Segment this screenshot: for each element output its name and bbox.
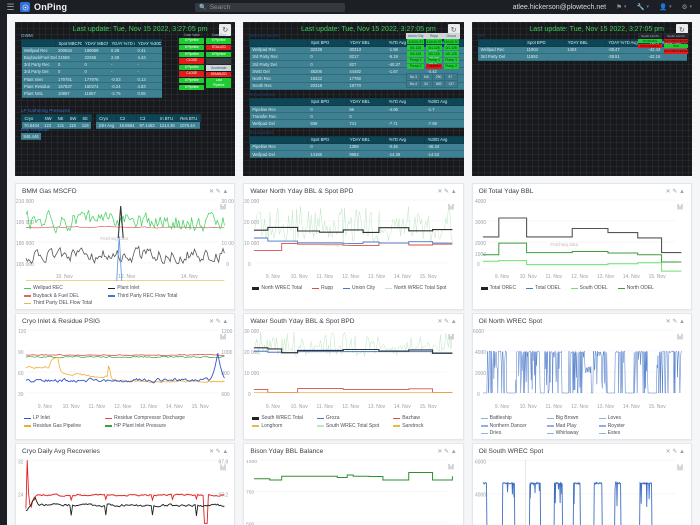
- svg-text:30 000: 30 000: [221, 199, 234, 205]
- svg-text:20 000: 20 000: [244, 220, 259, 226]
- svg-text:15. Nov: 15. Nov: [648, 274, 666, 280]
- svg-text:Fetching data: Fetching data: [322, 242, 350, 247]
- svg-text:11. Nov: 11. Nov: [88, 404, 105, 410]
- svg-text:14. Nov: 14. Nov: [394, 274, 412, 280]
- svg-text:9. Nov: 9. Nov: [38, 404, 53, 410]
- svg-text:6000: 6000: [475, 459, 486, 465]
- svg-text:15. Nov: 15. Nov: [420, 404, 438, 410]
- svg-text:11. Nov: 11. Nov: [545, 404, 562, 410]
- svg-text:0: 0: [248, 392, 251, 398]
- svg-text:14. Nov: 14. Nov: [623, 274, 641, 280]
- svg-text:10. Nov: 10. Nov: [291, 274, 309, 280]
- svg-text:9. Nov: 9. Nov: [266, 404, 281, 410]
- svg-text:10. Nov: 10. Nov: [63, 404, 81, 410]
- svg-text:12. Nov: 12. Nov: [571, 404, 589, 410]
- svg-text:10 000: 10 000: [244, 371, 259, 377]
- svg-text:10. Nov: 10. Nov: [291, 404, 309, 410]
- svg-text:210 000: 210 000: [16, 199, 34, 205]
- svg-text:500: 500: [246, 521, 255, 525]
- svg-text:4000: 4000: [475, 492, 486, 498]
- svg-text:30: 30: [18, 392, 24, 398]
- svg-text:12. Nov: 12. Nov: [343, 404, 361, 410]
- svg-text:24: 24: [18, 492, 24, 498]
- svg-text:13. Nov: 13. Nov: [368, 274, 386, 280]
- svg-text:13. Nov: 13. Nov: [597, 274, 615, 280]
- svg-text:15. Nov: 15. Nov: [420, 274, 438, 280]
- svg-text:13. Nov: 13. Nov: [597, 404, 615, 410]
- svg-text:14. Nov: 14. Nov: [166, 404, 184, 410]
- svg-text:12. Nov: 12. Nov: [343, 274, 361, 280]
- svg-text:0: 0: [477, 262, 480, 268]
- svg-text:90: 90: [18, 350, 24, 356]
- svg-text:Fetching data: Fetching data: [100, 236, 128, 241]
- svg-text:30 000: 30 000: [244, 329, 259, 335]
- svg-text:14. Nov: 14. Nov: [394, 404, 412, 410]
- svg-text:4000: 4000: [475, 350, 486, 356]
- svg-text:1200: 1200: [221, 329, 232, 335]
- svg-text:12. Nov: 12. Nov: [114, 404, 132, 410]
- svg-text:0: 0: [248, 262, 251, 268]
- svg-text:120: 120: [18, 329, 26, 335]
- svg-text:9. Nov: 9. Nov: [266, 274, 281, 280]
- svg-text:14. Nov: 14. Nov: [181, 274, 199, 280]
- svg-text:10. Nov: 10. Nov: [519, 404, 537, 410]
- svg-text:2000: 2000: [475, 371, 486, 377]
- svg-text:4000: 4000: [475, 199, 486, 205]
- svg-text:12. Nov: 12. Nov: [571, 274, 589, 280]
- svg-text:14. Nov: 14. Nov: [623, 404, 641, 410]
- svg-text:0: 0: [477, 392, 480, 398]
- svg-text:6000: 6000: [473, 329, 484, 335]
- svg-text:10. Nov: 10. Nov: [56, 274, 74, 280]
- svg-text:11. Nov: 11. Nov: [317, 404, 334, 410]
- svg-text:10 000: 10 000: [221, 241, 234, 247]
- svg-text:30 000: 30 000: [244, 199, 259, 205]
- svg-text:1000: 1000: [221, 350, 232, 356]
- svg-text:15. Nov: 15. Nov: [648, 404, 666, 410]
- svg-text:32: 32: [18, 459, 24, 465]
- svg-text:1000: 1000: [246, 459, 257, 465]
- svg-text:2000: 2000: [475, 241, 486, 247]
- svg-text:11. Nov: 11. Nov: [545, 274, 562, 280]
- svg-text:15. Nov: 15. Nov: [192, 404, 210, 410]
- svg-text:10 000: 10 000: [244, 241, 259, 247]
- svg-text:10. Nov: 10. Nov: [519, 274, 537, 280]
- svg-text:9. Nov: 9. Nov: [494, 274, 509, 280]
- svg-text:97.8: 97.8: [218, 459, 228, 465]
- svg-text:11. Nov: 11. Nov: [317, 274, 334, 280]
- svg-text:9. Nov: 9. Nov: [494, 404, 509, 410]
- svg-text:13. Nov: 13. Nov: [140, 404, 158, 410]
- svg-text:13. Nov: 13. Nov: [368, 404, 386, 410]
- svg-text:60: 60: [18, 371, 24, 377]
- svg-text:600: 600: [221, 392, 229, 398]
- svg-text:Fetching data: Fetching data: [550, 242, 578, 247]
- svg-text:12. Nov: 12. Nov: [118, 274, 136, 280]
- svg-text:0: 0: [226, 262, 229, 268]
- svg-text:180 000: 180 000: [16, 241, 34, 247]
- svg-text:3000: 3000: [475, 220, 486, 226]
- svg-text:750: 750: [246, 490, 255, 496]
